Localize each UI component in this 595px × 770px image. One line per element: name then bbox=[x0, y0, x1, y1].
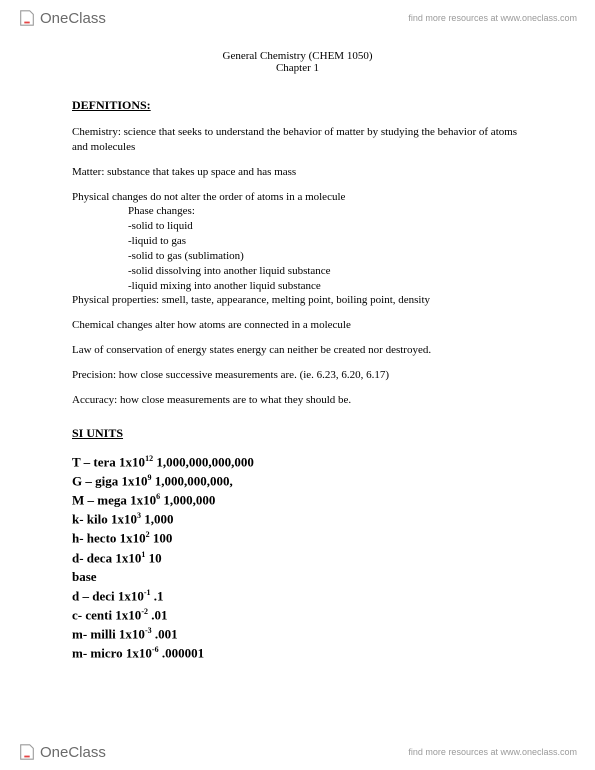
brand-text: OneClass bbox=[40, 10, 106, 27]
phase-changes-list: Phase changes: -solid to liquid -liquid … bbox=[72, 204, 523, 293]
si-units-table: T – tera 1x1012 1,000,000,000,000G – gig… bbox=[72, 453, 523, 664]
si-unit-row: G – giga 1x109 1,000,000,000, bbox=[72, 472, 523, 491]
list-item: -liquid to gas bbox=[128, 234, 523, 249]
oneclass-icon bbox=[18, 9, 36, 27]
header-bar: OneClass find more resources at www.onec… bbox=[0, 4, 595, 32]
definitions-heading: DEFNITIONS: bbox=[72, 98, 523, 113]
conservation-law: Law of conservation of energy states ene… bbox=[72, 343, 523, 358]
chemical-changes: Chemical changes alter how atoms are con… bbox=[72, 318, 523, 333]
si-unit-row: h- hecto 1x102 100 bbox=[72, 529, 523, 548]
si-unit-row: m- micro 1x10-6 .000001 bbox=[72, 644, 523, 663]
brand-logo[interactable]: OneClass bbox=[18, 9, 106, 27]
brand-text: OneClass bbox=[40, 744, 106, 761]
si-unit-row: T – tera 1x1012 1,000,000,000,000 bbox=[72, 453, 523, 472]
footer-bar: OneClass find more resources at www.onec… bbox=[0, 738, 595, 766]
definition-chemistry: Chemistry: science that seeks to underst… bbox=[72, 125, 523, 155]
accuracy-def: Accuracy: how close measurements are to … bbox=[72, 393, 523, 408]
definition-matter: Matter: substance that takes up space an… bbox=[72, 165, 523, 180]
list-item: -solid to gas (sublimation) bbox=[128, 249, 523, 264]
si-unit-row: m- milli 1x10-3 .001 bbox=[72, 625, 523, 644]
physical-changes-intro: Physical changes do not alter the order … bbox=[72, 190, 523, 205]
si-unit-row: base bbox=[72, 568, 523, 587]
physical-properties: Physical properties: smell, taste, appea… bbox=[72, 293, 523, 308]
title-line-1: General Chemistry (CHEM 1050) bbox=[72, 50, 523, 62]
si-unit-row: M – mega 1x106 1,000,000 bbox=[72, 491, 523, 510]
si-unit-row: d- deca 1x101 10 bbox=[72, 549, 523, 568]
precision-def: Precision: how close successive measurem… bbox=[72, 368, 523, 383]
phase-label: Phase changes: bbox=[128, 204, 523, 219]
si-units-heading: SI UNITS bbox=[72, 426, 523, 441]
si-unit-row: d – deci 1x10-1 .1 bbox=[72, 587, 523, 606]
list-item: -solid dissolving into another liquid su… bbox=[128, 264, 523, 279]
oneclass-icon bbox=[18, 743, 36, 761]
brand-logo-footer[interactable]: OneClass bbox=[18, 743, 106, 761]
si-unit-row: c- centi 1x10-2 .01 bbox=[72, 606, 523, 625]
promo-link-top[interactable]: find more resources at www.oneclass.com bbox=[408, 13, 577, 23]
page-content: General Chemistry (CHEM 1050) Chapter 1 … bbox=[72, 50, 523, 720]
title-line-2: Chapter 1 bbox=[72, 62, 523, 74]
document-title: General Chemistry (CHEM 1050) Chapter 1 bbox=[72, 50, 523, 74]
promo-link-bottom[interactable]: find more resources at www.oneclass.com bbox=[408, 747, 577, 757]
list-item: -solid to liquid bbox=[128, 219, 523, 234]
si-unit-row: k- kilo 1x103 1,000 bbox=[72, 510, 523, 529]
list-item: -liquid mixing into another liquid subst… bbox=[128, 279, 523, 294]
